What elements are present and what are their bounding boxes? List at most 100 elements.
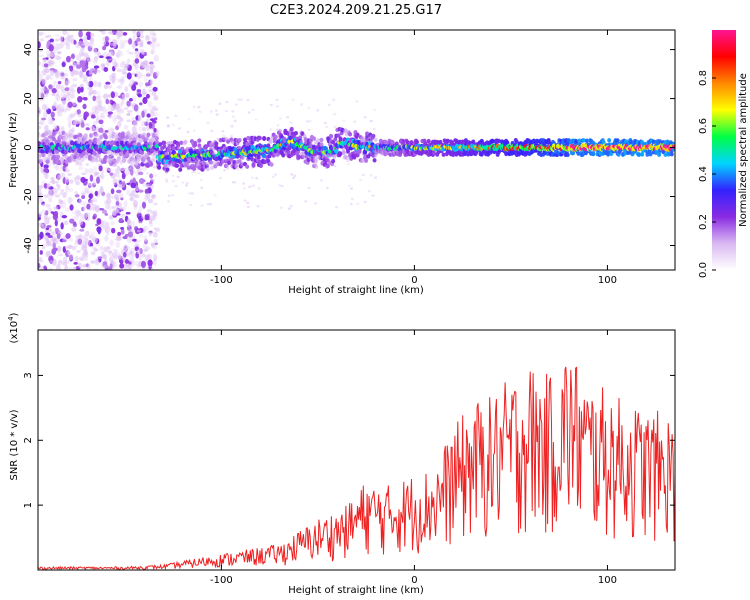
- spectrogram-cell: [234, 163, 239, 168]
- spectrogram-cell: [97, 81, 102, 88]
- spectrogram-cell: [267, 154, 272, 159]
- spectrogram-cell: [85, 187, 90, 193]
- spectrogram-cell: [50, 50, 55, 58]
- spectrogram-cell: [190, 192, 194, 195]
- spectrogram-cell: [81, 151, 86, 156]
- spectrogram-cell: [138, 205, 143, 212]
- spectrogram-cell: [98, 106, 104, 112]
- spectrogram-cell: [197, 171, 201, 175]
- spectrogram-cell: [38, 54, 44, 58]
- spectrogram-cell: [63, 73, 69, 77]
- spectrogram-cell: [185, 181, 189, 185]
- spectrogram-cell: [142, 96, 148, 105]
- spectrogram-frame: [37, 29, 676, 271]
- spectrogram-cell: [153, 238, 159, 246]
- spectrogram-cell: [126, 100, 131, 107]
- spectrogram-cell: [374, 176, 378, 179]
- spectrogram-cell: [256, 205, 260, 208]
- spectrogram-cell: [57, 111, 63, 117]
- spectrogram-cell: [313, 202, 317, 205]
- spectrogram-cell: [95, 138, 100, 143]
- spectrogram-cell: [297, 154, 302, 160]
- spectrogram-cell: [314, 158, 319, 163]
- spectrogram-cell: [75, 64, 82, 69]
- spectrogram-cell: [38, 125, 42, 130]
- spectrogram-cell: [56, 154, 61, 160]
- spectrogram-cell: [82, 264, 87, 268]
- spectrogram-cell: [102, 224, 108, 231]
- spectrogram-cell: [64, 264, 69, 270]
- spectrogram-cell: [76, 250, 81, 253]
- spectrogram-cell: [46, 216, 52, 220]
- spectrogram-cell: [100, 115, 106, 119]
- spectrogram-cell: [138, 233, 144, 238]
- spectrogram-cell: [344, 155, 349, 161]
- spectrogram-cell: [323, 121, 327, 125]
- spectrogram-cell: [126, 237, 133, 244]
- spectrogram-cell: [314, 164, 319, 169]
- spectrogram-cell: [200, 204, 204, 207]
- spectrogram-cell: [146, 118, 150, 125]
- spectrogram-cell: [415, 139, 420, 145]
- spectrogram-cell: [142, 132, 147, 137]
- spectrogram-cell: [144, 214, 150, 221]
- spectrogram-cell: [55, 38, 60, 42]
- spectrogram-cell: [81, 43, 85, 50]
- spectrogram-cell: [40, 93, 45, 100]
- spectrogram-cell: [123, 204, 127, 211]
- spectrogram-cell: [69, 113, 75, 118]
- spectrogram-cell: [88, 80, 94, 88]
- spectrogram-cell: [250, 176, 254, 179]
- spectrogram-cell: [59, 41, 65, 49]
- spectrogram-cell: [92, 59, 98, 64]
- spectrogram-cell: [369, 119, 373, 123]
- spectrogram-cell: [64, 207, 70, 213]
- spectrogram-cell: [113, 77, 117, 81]
- spectrogram-cell: [107, 94, 112, 98]
- spectrogram-cell: [89, 242, 94, 247]
- spectrogram-cell: [209, 110, 213, 113]
- spectrogram-cell: [571, 150, 576, 156]
- spectrogram-cell: [112, 261, 117, 268]
- spectrogram-cell: [104, 36, 109, 42]
- spectrogram-cell: [128, 38, 133, 45]
- spectrogram-cell: [232, 159, 237, 165]
- spectrogram-cell: [112, 173, 118, 177]
- spectrogram-cell: [226, 139, 231, 144]
- spectrogram-cell: [104, 129, 109, 133]
- spectrogram-cell: [242, 182, 246, 185]
- spectrogram-cell: [372, 127, 376, 131]
- spectrogram-cell: [71, 60, 76, 68]
- spectrogram-cell: [257, 187, 261, 190]
- spectrogram-cell: [67, 237, 74, 242]
- spectrogram-cell: [129, 97, 133, 102]
- spectrogram-cell: [103, 264, 109, 269]
- spectrogram-cell: [67, 91, 72, 95]
- spectrogram-cell: [583, 150, 588, 155]
- spectrogram-cell: [41, 203, 46, 207]
- spectrogram-cell: [246, 98, 250, 102]
- spectrogram-cell: [50, 211, 54, 214]
- spectrogram-cell: [135, 186, 140, 192]
- spectrogram-cell: [129, 163, 134, 171]
- spectrogram-cell: [50, 119, 54, 124]
- spectrogram-cell: [254, 118, 258, 121]
- spectrogram-cell: [99, 134, 104, 139]
- spectrogram-cell: [115, 241, 121, 249]
- spectrogram-cell: [77, 163, 83, 167]
- spectrogram-cell: [152, 253, 157, 257]
- spectrogram-cell: [111, 206, 116, 209]
- spectrogram-cell: [112, 248, 118, 253]
- spectrogram-cell: [133, 50, 139, 56]
- spectrogram-cell: [224, 109, 228, 113]
- spectrogram-cell: [240, 155, 245, 161]
- spectrogram-cell: [81, 252, 85, 259]
- spectrogram-cell: [120, 131, 125, 136]
- spectrogram-cell: [73, 215, 79, 220]
- spectrogram-cell: [38, 262, 41, 269]
- spectrogram-cell: [80, 213, 84, 220]
- spectrogram-cell: [175, 163, 180, 168]
- spectrogram-cell: [40, 267, 45, 270]
- spectrogram-cell: [237, 137, 242, 143]
- spectrogram-cell: [275, 98, 279, 102]
